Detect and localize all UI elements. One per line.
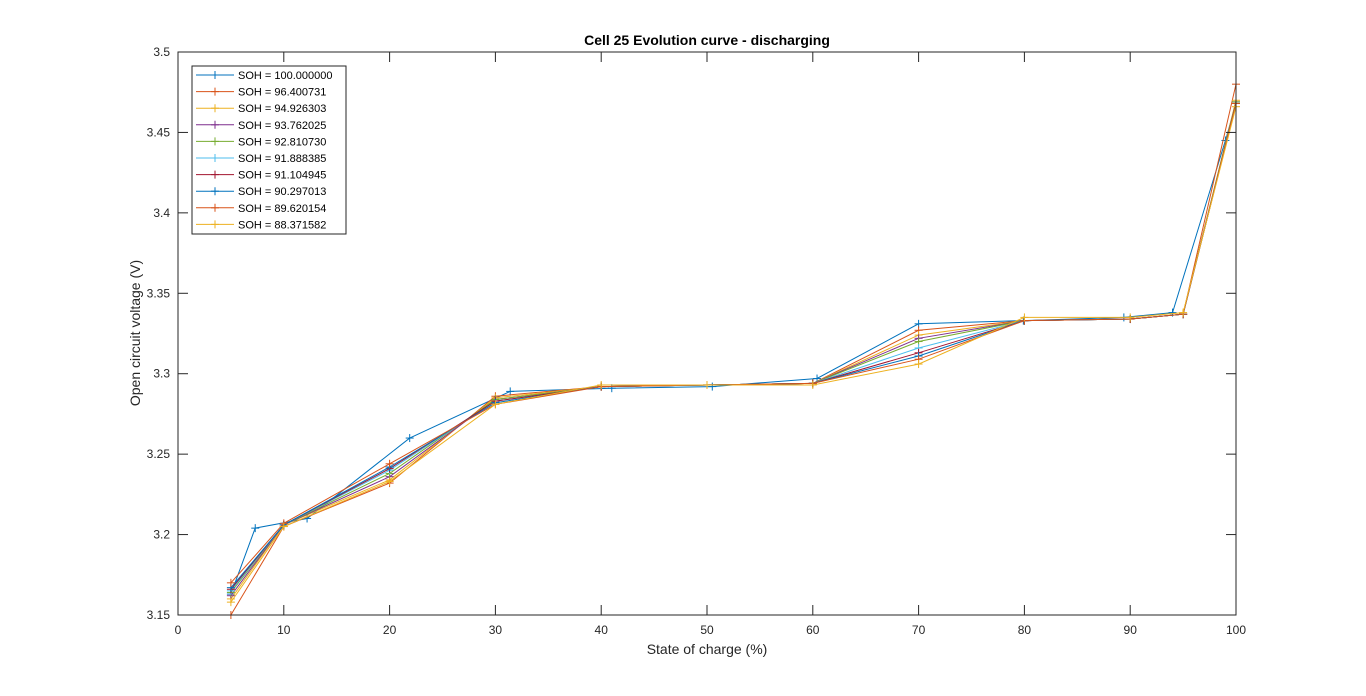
x-tick-label: 10	[277, 623, 291, 637]
y-tick-label: 3.15	[147, 608, 171, 622]
legend-label: SOH = 90.297013	[238, 186, 326, 198]
y-tick-label: 3.25	[147, 447, 171, 461]
chart-title: Cell 25 Evolution curve - discharging	[584, 32, 830, 48]
legend-item: SOH = 96.400731	[196, 87, 326, 99]
legend-item: SOH = 91.104945	[196, 170, 326, 182]
x-tick-label: 20	[383, 623, 397, 637]
data-point	[405, 434, 414, 443]
x-tick-label: 90	[1124, 623, 1138, 637]
legend-item: SOH = 92.810730	[196, 136, 326, 148]
data-point	[808, 380, 817, 389]
y-tick-label: 3.35	[147, 286, 171, 300]
legend-label: SOH = 91.104945	[238, 170, 326, 182]
x-tick-label: 0	[175, 623, 182, 637]
series-line	[230, 103, 1237, 584]
data-point	[1020, 313, 1029, 322]
data-point	[597, 380, 606, 389]
legend-label: SOH = 100.000000	[238, 70, 333, 82]
plot-area	[178, 52, 1236, 615]
legend-label: SOH = 88.371582	[238, 219, 326, 231]
legend-label: SOH = 96.400731	[238, 87, 326, 99]
legend-items: SOH = 100.000000 SOH = 96.400731 SOH = 94.…	[196, 70, 333, 231]
x-axis-label: State of charge (%)	[647, 641, 768, 657]
legend-item: SOH = 89.620154	[196, 203, 326, 215]
x-tick-label: 60	[806, 623, 820, 637]
legend-label: SOH = 91.888385	[238, 153, 326, 165]
y-tick-label: 3.2	[153, 528, 170, 542]
x-tick-label: 50	[700, 623, 714, 637]
legend-box	[191, 65, 347, 235]
data-point	[1179, 308, 1188, 317]
legend-item: SOH = 100.000000	[196, 70, 333, 82]
series-layer	[226, 80, 1240, 619]
x-tick-label: 100	[1226, 623, 1246, 637]
x-tick-label: 30	[489, 623, 503, 637]
data-point	[703, 380, 711, 389]
x-tick-label: 70	[912, 623, 926, 637]
legend: SOH = 100.000000 SOH = 96.400731 SOH = 94.…	[191, 65, 347, 235]
y-tick-label: 3.3	[153, 367, 170, 381]
data-point	[226, 578, 235, 587]
legend-label: SOH = 92.810730	[238, 136, 326, 148]
x-tick-label: 80	[1018, 623, 1032, 637]
series-line	[230, 106, 1237, 603]
data-point	[491, 400, 500, 409]
data-point	[279, 522, 288, 531]
data-point	[708, 382, 717, 391]
y-tick-label: 3.4	[153, 206, 170, 220]
legend-label: SOH = 93.762025	[238, 120, 326, 132]
series-10	[226, 102, 1240, 607]
legend-item: SOH = 90.297013	[196, 186, 326, 198]
data-point	[506, 387, 515, 396]
legend-label: SOH = 94.926303	[238, 103, 326, 115]
legend-label: SOH = 89.620154	[238, 203, 326, 215]
legend-item: SOH = 94.926303	[196, 103, 326, 115]
data-point	[914, 360, 923, 369]
data-point	[226, 598, 235, 607]
data-point	[607, 384, 616, 393]
data-point	[385, 459, 394, 468]
legend-item: SOH = 91.888385	[196, 153, 326, 165]
data-point	[1126, 313, 1135, 322]
y-tick-label: 3.45	[147, 125, 171, 139]
y-axis-label: Open circuit voltage (V)	[127, 260, 143, 406]
data-point	[251, 524, 260, 533]
legend-item: SOH = 88.371582	[196, 219, 326, 231]
x-tick-label: 40	[595, 623, 609, 637]
legend-item: SOH = 93.762025	[196, 120, 326, 132]
y-tick-label: 3.5	[153, 45, 170, 59]
x-axis: 0 10 20 30 40 50 60 70 80 90 100	[175, 52, 1246, 637]
data-point	[385, 477, 394, 486]
y-axis: 3.15 3.2 3.25 3.3 3.35 3.4 3.45 3.5	[147, 45, 1236, 622]
